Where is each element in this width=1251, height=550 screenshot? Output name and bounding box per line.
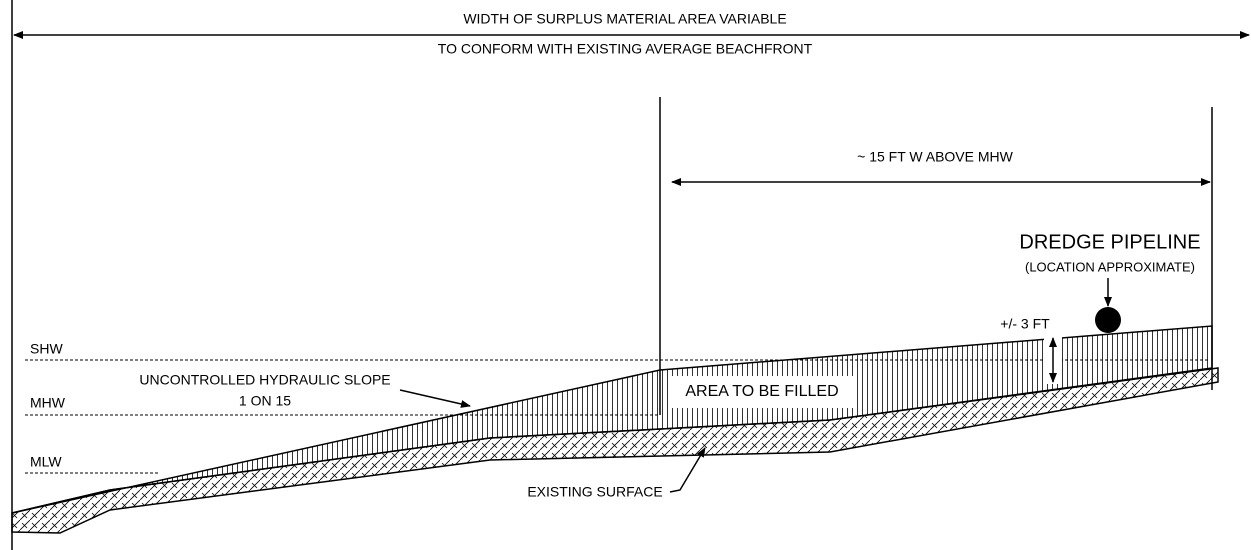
surface-label: EXISTING SURFACE	[527, 484, 662, 500]
level-label: SHW	[30, 341, 63, 357]
fill-label: AREA TO BE FILLED	[685, 383, 838, 400]
title-line1: WIDTH OF SURPLUS MATERIAL AREA VARIABLE	[463, 11, 786, 27]
depth-label: +/- 3 FT	[1000, 316, 1050, 332]
title-line2: TO CONFORM WITH EXISTING AVERAGE BEACHFR…	[438, 41, 813, 57]
width-label: ~ 15 FT W ABOVE MHW	[857, 149, 1014, 165]
pipeline	[1095, 307, 1121, 333]
leader	[399, 389, 471, 408]
existing-surface	[11, 367, 1219, 534]
level-label: MHW	[30, 395, 66, 411]
level-label: MLW	[30, 454, 62, 470]
pipeline-note: (LOCATION APPROXIMATE)	[1025, 259, 1195, 274]
label-box	[670, 376, 856, 408]
leader	[669, 447, 706, 493]
slope-label: UNCONTROLLED HYDRAULIC SLOPE	[139, 372, 390, 388]
pipeline-label: DREDGE PIPELINE	[1019, 231, 1200, 253]
slope-ratio: 1 ON 15	[239, 393, 291, 409]
